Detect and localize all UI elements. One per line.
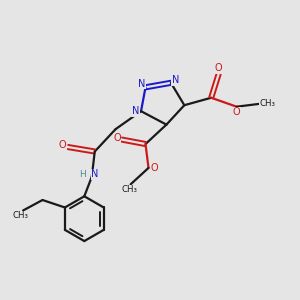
Text: CH₃: CH₃ [259, 99, 275, 108]
Text: N: N [138, 79, 146, 89]
Text: CH₃: CH₃ [121, 185, 137, 194]
Text: O: O [233, 107, 240, 117]
Text: O: O [113, 133, 121, 143]
Text: H: H [79, 170, 86, 179]
Text: CH₃: CH₃ [13, 211, 29, 220]
Text: O: O [150, 163, 158, 173]
Text: N: N [132, 106, 140, 116]
Text: N: N [91, 169, 98, 179]
Text: O: O [59, 140, 66, 150]
Text: O: O [215, 64, 223, 74]
Text: N: N [172, 75, 179, 85]
